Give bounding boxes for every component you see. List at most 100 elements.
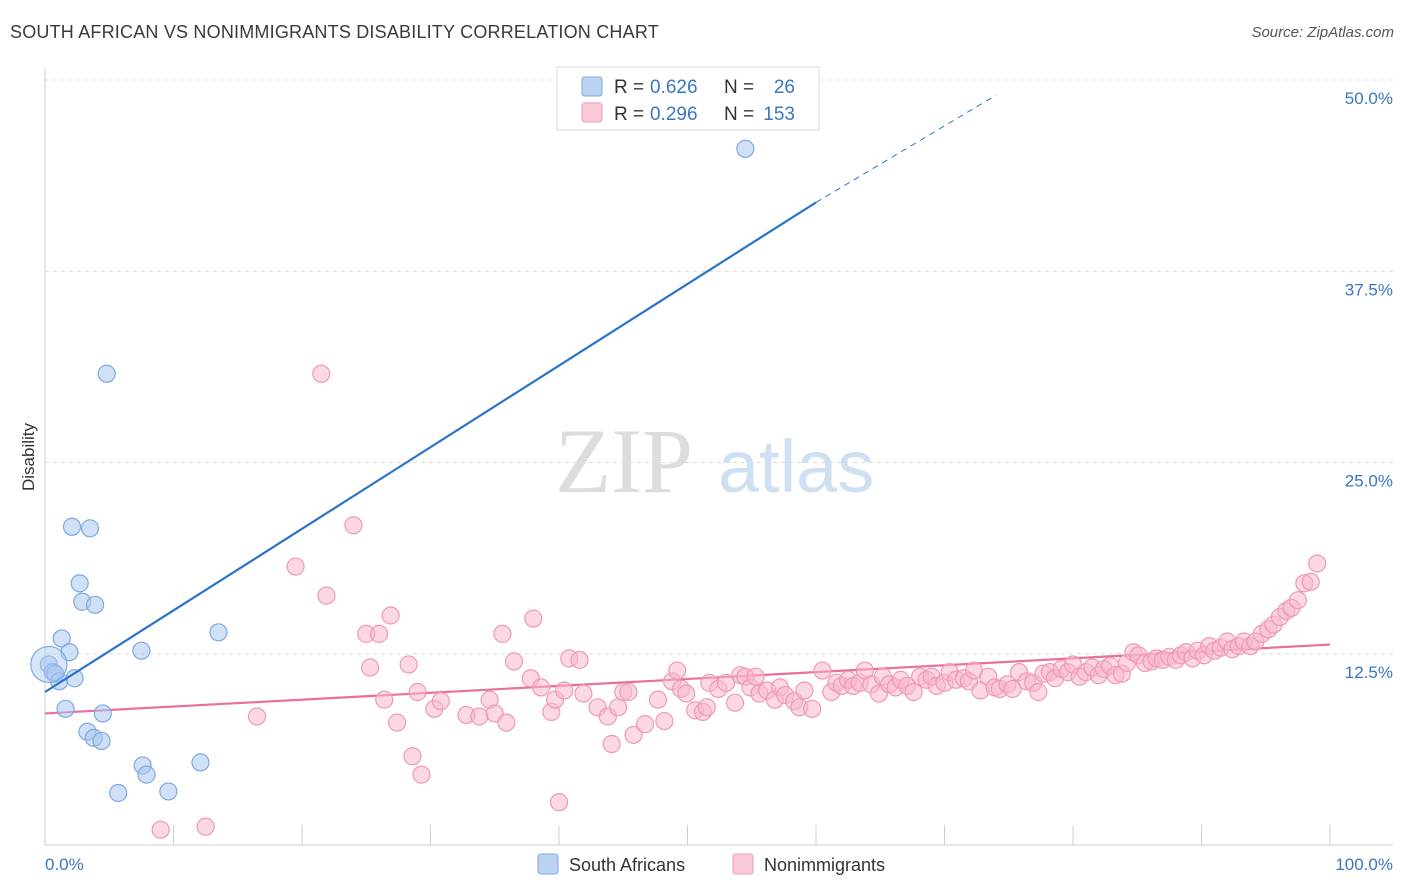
nonimmigrants-point	[609, 698, 628, 717]
legend-label-nonimmigrants: Nonimmigrants	[764, 855, 885, 875]
nonimmigrants-point	[716, 673, 736, 692]
nonimmigrants-point	[648, 690, 668, 709]
nonimmigrants-point	[524, 609, 543, 628]
nonimmigrants-point	[196, 817, 215, 836]
south-africans-point	[736, 139, 755, 158]
x-tick-label: 100.0%	[1335, 855, 1393, 874]
nonimmigrants-point	[677, 684, 696, 703]
stats-legend: R = 0.626 N = 26 R = 0.296 N = 153	[556, 66, 820, 131]
south-africans-point	[109, 783, 128, 803]
nonimmigrants-point	[624, 725, 643, 744]
gridlines	[45, 79, 1393, 655]
nonimmigrants-point	[412, 765, 431, 784]
south-africans-trend-line	[44, 201, 817, 693]
stats-n-label-south-africans: N =	[724, 77, 754, 98]
south-africans-point	[97, 364, 116, 383]
south-africans-trend-extension	[815, 94, 997, 203]
y-axis-label: Disability	[19, 422, 38, 491]
south-africans-point	[70, 574, 89, 593]
south-africans-point	[86, 595, 105, 614]
nonimmigrants-point	[431, 692, 450, 711]
nonimmigrants-point	[555, 681, 574, 700]
stats-swatch-nonimmigrants	[581, 102, 603, 123]
south-africans-point	[92, 731, 111, 751]
nonimmigrants-point	[470, 707, 489, 726]
stats-r-value-south-africans: 0.626	[650, 77, 698, 98]
y-tick-label: 12.5%	[1345, 663, 1393, 682]
nonimmigrants-point	[370, 624, 389, 643]
nonimmigrants-point	[381, 606, 400, 625]
legend-label-south-africans: South Africans	[569, 855, 685, 875]
y-tick-label: 50.0%	[1345, 89, 1393, 108]
south-africans-point	[209, 623, 228, 642]
nonimmigrants-point	[619, 682, 638, 702]
nonimmigrants-point	[375, 690, 394, 709]
nonimmigrants-point	[497, 713, 516, 732]
nonimmigrants-point	[286, 557, 305, 576]
nonimmigrants-point	[317, 586, 336, 605]
nonimmigrants-point	[549, 793, 569, 812]
nonimmigrants-point	[1301, 572, 1320, 591]
y-tick-label: 37.5%	[1345, 280, 1393, 299]
stats-r-label-nonimmigrants: R =	[614, 104, 644, 125]
nonimmigrants-point	[725, 693, 745, 712]
nonimmigrants-point	[635, 715, 655, 734]
stats-n-label-nonimmigrants: N =	[724, 104, 754, 125]
series-legend: South Africans Nonimmigrants	[537, 853, 885, 875]
south-africans-point	[56, 699, 75, 718]
nonimmigrants-point	[408, 682, 427, 702]
nonimmigrants-point	[504, 652, 524, 671]
nonimmigrants-point	[570, 650, 589, 669]
south-africans-point	[80, 519, 100, 538]
nonimmigrants-point	[403, 747, 422, 766]
south-africans-point	[62, 517, 82, 536]
south-africans-point	[159, 782, 178, 801]
nonimmigrants-trend	[44, 643, 1331, 715]
nonimmigrants-point	[668, 661, 687, 680]
nonimmigrants-point	[697, 698, 716, 717]
nonimmigrants-point	[399, 655, 418, 674]
south-africans-point	[191, 753, 210, 772]
legend-swatch-nonimmigrants	[732, 853, 754, 875]
nonimmigrants-point	[803, 699, 822, 718]
south-africans-point-large	[30, 645, 68, 684]
nonimmigrants-point	[746, 667, 765, 686]
nonimmigrants-point	[574, 684, 593, 703]
south-africans-points	[30, 139, 755, 803]
watermark-atlas: atlas	[718, 425, 874, 508]
watermark-zip: ZIP	[555, 410, 693, 512]
nonimmigrants-point	[655, 711, 674, 731]
nonimmigrants-point	[813, 661, 832, 680]
south-africans-point	[132, 641, 151, 660]
nonimmigrants-point	[1003, 679, 1022, 699]
chart-title: SOUTH AFRICAN VS NONIMMIGRANTS DISABILIT…	[10, 22, 659, 42]
nonimmigrants-point	[1288, 591, 1307, 610]
x-tick-label: 0.0%	[45, 855, 84, 874]
nonimmigrants-point	[151, 820, 170, 839]
tick-labels: 12.5% 25.0% 37.5% 50.0% 0.0% 100.0%	[44, 89, 1393, 874]
y-tick-label: 25.0%	[1345, 472, 1393, 491]
nonimmigrants-point	[531, 678, 551, 697]
nonimmigrants-points	[151, 364, 1327, 839]
nonimmigrants-point	[344, 516, 363, 535]
nonimmigrants-point	[361, 658, 380, 677]
south-africans-point	[137, 765, 156, 784]
nonimmigrants-point	[1029, 682, 1048, 702]
stats-n-value-south-africans: 26	[774, 77, 795, 98]
nonimmigrants-point	[493, 624, 512, 643]
stats-r-label-south-africans: R =	[614, 77, 644, 98]
nonimmigrants-point	[387, 713, 407, 732]
chart-source: Source: ZipAtlas.com	[1251, 24, 1394, 41]
axes	[44, 68, 1393, 846]
legend-swatch-south-africans	[537, 853, 559, 875]
stats-n-value-nonimmigrants: 153	[763, 104, 795, 125]
nonimmigrants-point	[795, 681, 814, 700]
nonimmigrants-point	[312, 364, 331, 383]
nonimmigrants-trend-line	[44, 643, 1331, 715]
nonimmigrants-point	[1308, 554, 1327, 573]
stats-r-value-nonimmigrants: 0.296	[650, 104, 698, 125]
south-africans-point	[52, 629, 71, 648]
south-africans-point	[93, 704, 112, 723]
nonimmigrants-point	[904, 682, 923, 702]
